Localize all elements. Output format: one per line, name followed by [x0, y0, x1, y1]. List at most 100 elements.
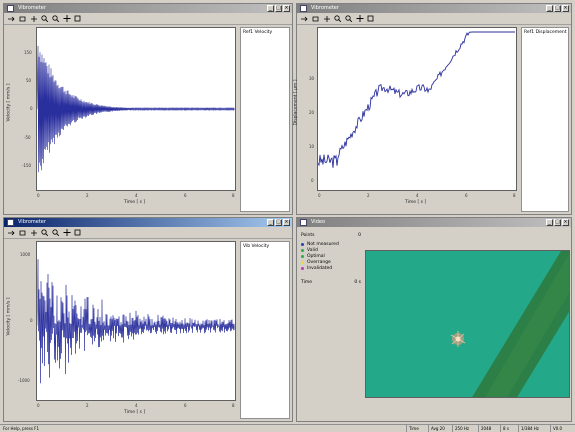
status-dot-icon — [301, 266, 304, 270]
legend: Ref1 Velocity — [240, 27, 290, 212]
video-image — [450, 251, 569, 397]
y-tick: 30 — [309, 76, 315, 81]
status-dot-icon — [301, 248, 304, 252]
velocity-plot[interactable] — [36, 27, 236, 191]
x-tick: 2 — [86, 403, 89, 408]
maximize-button[interactable]: □ — [275, 5, 282, 12]
vib-velocity-chart-svg — [36, 259, 235, 384]
copy-icon[interactable] — [74, 229, 82, 236]
x-axis-label: Time [ s ] — [405, 200, 427, 205]
velocity-window[interactable]: Vibrometer _ □ × 150 50 0 -50 -150 Veloc… — [3, 3, 293, 215]
points-label: Points — [301, 232, 315, 238]
window-icon — [7, 219, 14, 226]
y-tick: 0 — [311, 178, 314, 183]
status-bar: For Help, press F1 Time Avg 20 250 Hz 20… — [0, 424, 575, 432]
plot-toolbar — [4, 13, 292, 25]
x-tick: 8 — [232, 193, 235, 198]
y-tick: 1000 — [20, 252, 31, 257]
y-tick: -1000 — [18, 378, 30, 383]
move-icon[interactable] — [63, 15, 71, 22]
close-button[interactable]: × — [283, 5, 290, 12]
copy-icon[interactable] — [367, 15, 375, 22]
x-tick: 8 — [232, 403, 235, 408]
zoom-out-icon[interactable] — [52, 15, 60, 22]
y-tick: 150 — [24, 50, 32, 55]
status-cell: Avg 20 — [428, 425, 445, 432]
minimize-button[interactable]: _ — [267, 219, 274, 226]
vib-velocity-window-titlebar[interactable]: Vibrometer _ □ × — [4, 218, 292, 227]
zoom-out-icon[interactable] — [52, 229, 60, 236]
maximize-button[interactable]: □ — [275, 219, 282, 226]
window-icon — [300, 5, 307, 12]
displacement-window-titlebar[interactable]: Vibrometer _ □ × — [297, 4, 571, 13]
y-tick: 10 — [309, 144, 315, 149]
zoom-in-icon[interactable] — [334, 15, 342, 22]
status-label: Invalidated — [307, 265, 333, 271]
y-tick: 20 — [309, 110, 315, 115]
legend-label: Ref1 Displacement — [524, 30, 567, 35]
status-cell: 1/384 Hz — [518, 425, 539, 432]
maximize-button[interactable]: □ — [554, 5, 561, 12]
velocity-window-titlebar[interactable]: Vibrometer _ □ × — [4, 4, 292, 13]
x-axis-label: Time [ s ] — [124, 410, 146, 415]
select-icon[interactable] — [19, 15, 27, 22]
window-title: Vibrometer — [311, 5, 339, 11]
x-tick: 2 — [367, 193, 370, 198]
video-window[interactable]: Video _ □ × Points 0 Not measured Valid … — [296, 217, 572, 422]
pan-icon[interactable] — [30, 15, 38, 22]
time-row: Time 0 s — [301, 279, 361, 285]
minimize-button[interactable]: _ — [546, 5, 553, 12]
legend-label: Vib Velocity — [243, 244, 270, 249]
close-button[interactable]: × — [562, 219, 569, 226]
status-label: Overrange — [307, 259, 331, 265]
plot-toolbar — [297, 13, 571, 25]
window-title: Vibrometer — [18, 5, 46, 11]
status-item: Invalidated — [301, 265, 361, 271]
y-tick: -50 — [24, 135, 31, 140]
status-cell: 250 Hz — [452, 425, 469, 432]
close-button[interactable]: × — [562, 5, 569, 12]
video-frame[interactable] — [365, 250, 570, 398]
x-tick: 4 — [135, 403, 138, 408]
select-icon[interactable] — [19, 229, 27, 236]
status-label: Valid — [307, 247, 318, 253]
move-icon[interactable] — [63, 229, 71, 236]
points-value: 0 — [358, 232, 361, 238]
status-label: Not measured — [307, 241, 339, 247]
legend: Vib Velocity — [240, 241, 290, 419]
displacement-chart-svg — [317, 31, 515, 168]
minimize-button[interactable]: _ — [546, 219, 553, 226]
displacement-window[interactable]: Vibrometer _ □ × 30 20 10 0 Displacement… — [293, 3, 572, 215]
cursor-icon[interactable] — [8, 229, 16, 236]
select-icon[interactable] — [312, 15, 320, 22]
cursor-icon[interactable] — [301, 15, 309, 22]
vib-velocity-window[interactable]: Vibrometer _ □ × 1000 0 -1000 Velocity [… — [3, 217, 293, 422]
window-title: Vibrometer — [18, 219, 46, 225]
pan-icon[interactable] — [323, 15, 331, 22]
status-cell: V0.0 — [550, 425, 562, 432]
status-label: Optimal — [307, 253, 325, 259]
y-axis-label: Velocity [ mm/s ] — [6, 83, 12, 122]
status-item: Overrange — [301, 259, 361, 265]
window-title: Video — [311, 219, 326, 225]
zoom-in-icon[interactable] — [41, 15, 49, 22]
video-window-titlebar[interactable]: Video _ □ × — [297, 218, 571, 227]
status-item: Valid — [301, 247, 361, 253]
move-icon[interactable] — [356, 15, 364, 22]
status-cell: 8 s — [500, 425, 509, 432]
velocity-trace — [36, 45, 235, 173]
y-tick: -150 — [22, 163, 32, 168]
vib-velocity-plot[interactable] — [36, 241, 236, 401]
cursor-icon[interactable] — [8, 15, 16, 22]
zoom-out-icon[interactable] — [345, 15, 353, 22]
pan-icon[interactable] — [30, 229, 38, 236]
zoom-in-icon[interactable] — [41, 229, 49, 236]
copy-icon[interactable] — [74, 15, 82, 22]
status-message: For Help, press F1 — [3, 426, 40, 431]
status-cell: Time — [406, 425, 419, 432]
points-row: Points 0 — [301, 232, 361, 238]
minimize-button[interactable]: _ — [267, 5, 274, 12]
maximize-button[interactable]: □ — [554, 219, 561, 226]
close-button[interactable]: × — [283, 219, 290, 226]
displacement-plot[interactable] — [317, 27, 517, 191]
